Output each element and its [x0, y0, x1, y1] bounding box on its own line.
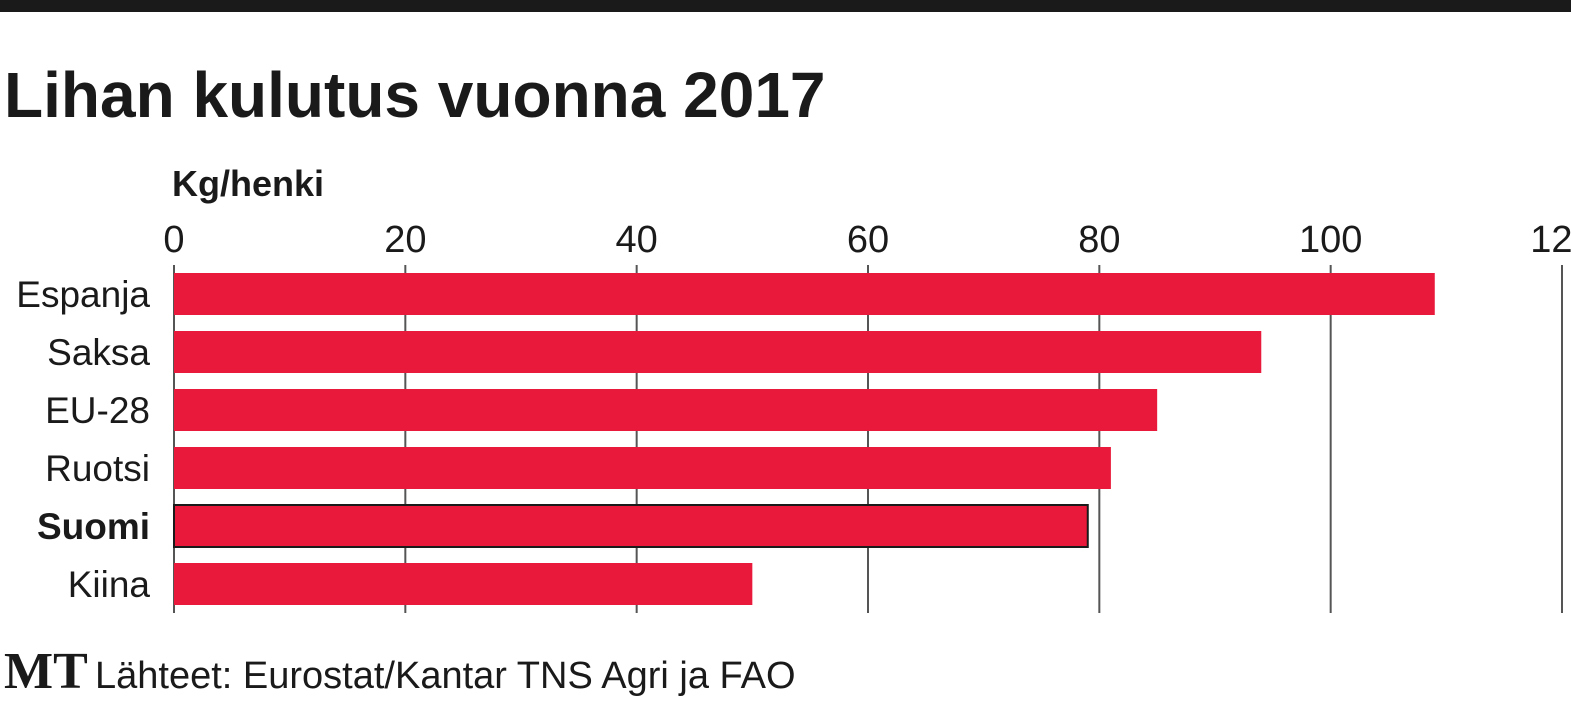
x-tick-label: 20 — [384, 219, 426, 261]
bar — [174, 447, 1111, 489]
source: Lähteet: Eurostat/Kantar TNS Agri ja FAO — [95, 655, 796, 697]
y-tick-label: EU-28 — [45, 390, 150, 431]
bar — [174, 331, 1262, 373]
chart-title: Lihan kulutus vuonna 2017 — [4, 59, 826, 131]
grid — [173, 265, 1563, 613]
bar — [173, 504, 1089, 548]
logo: MT — [4, 643, 88, 700]
bar — [174, 273, 1435, 315]
bar — [174, 563, 753, 605]
y-tick-label: Saksa — [47, 332, 150, 373]
x-tick-label: 80 — [1078, 219, 1120, 261]
y-tick-label: Kiina — [68, 564, 151, 605]
y-tick-label: Ruotsi — [45, 448, 150, 489]
y-tick-label: Espanja — [16, 274, 150, 315]
x-tick-label: 100 — [1299, 219, 1362, 261]
bars — [173, 273, 1435, 605]
x-tick-label: 60 — [847, 219, 889, 261]
bar — [174, 389, 1158, 431]
x-tick-label: 0 — [163, 219, 184, 261]
y-tick-label: Suomi — [37, 506, 150, 547]
top-rule — [0, 0, 1571, 12]
axis-label: Kg/henki — [172, 163, 324, 204]
x-tick-label: 120 — [1530, 219, 1571, 261]
x-tick-label: 40 — [616, 219, 658, 261]
